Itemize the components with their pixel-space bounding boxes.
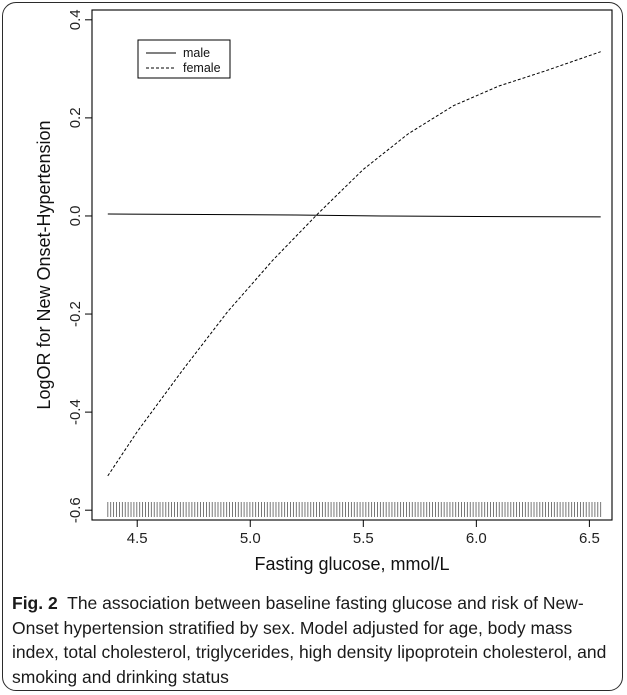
y-tick-label: 0.4 — [67, 9, 84, 30]
legend-box — [137, 39, 231, 79]
y-axis: -0.6 -0.4 -0.2 0.0 0.2 0.4 — [67, 9, 92, 523]
y-tick-label: -0.4 — [67, 399, 84, 425]
chart: -0.6 -0.4 -0.2 0.0 0.2 0.4 4.5 5.0 5.5 6.0 6.5 Fa… — [34, 9, 613, 574]
caption-label: Fig. 2 — [12, 593, 58, 613]
x-tick-label: 5.0 — [240, 530, 261, 547]
y-axis-title: LogOR for New Onset-Hypertension — [34, 120, 54, 409]
y-tick-label: -0.6 — [67, 497, 84, 523]
y-tick-label: -0.2 — [67, 301, 84, 327]
x-tick-label: 6.0 — [466, 530, 487, 547]
figure-caption: Fig. 2 The association between baseline … — [12, 591, 612, 689]
plot-area — [91, 9, 613, 521]
series-lines — [107, 51, 601, 477]
rug-marks — [107, 502, 602, 517]
y-tick-label: 0.0 — [67, 206, 84, 227]
x-tick-label: 5.5 — [353, 530, 374, 547]
caption-text: The association between baseline fasting… — [12, 593, 607, 687]
legend-label-male: male — [183, 46, 210, 60]
y-tick-label: 0.2 — [67, 107, 84, 128]
series-line-female — [107, 51, 601, 477]
x-tick-label: 6.5 — [579, 530, 600, 547]
legend: male female — [137, 39, 231, 79]
x-axis: 4.5 5.0 5.5 6.0 6.5 — [127, 520, 600, 547]
x-axis-title: Fasting glucose, mmol/L — [254, 554, 449, 574]
legend-label-female: female — [183, 61, 221, 75]
x-tick-label: 4.5 — [127, 530, 148, 547]
series-line-male — [107, 213, 601, 218]
